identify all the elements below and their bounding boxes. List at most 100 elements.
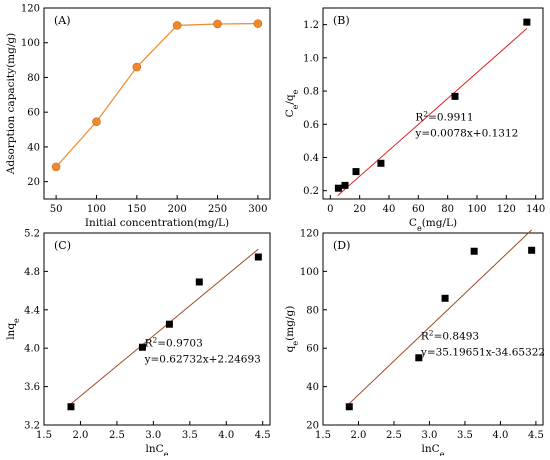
x-tick-label: 4.5 [528, 430, 544, 441]
x-tick-label: 4.0 [492, 430, 508, 441]
x-tick-label: 150 [127, 204, 146, 215]
data-point [334, 184, 342, 192]
x-tick-label: 1.5 [36, 430, 52, 441]
x-tick-label: 2.5 [386, 430, 402, 441]
y-tick-label: 0.2 [303, 186, 319, 197]
x-tick-label: 0 [327, 204, 333, 215]
x-tick-label: 100 [467, 204, 486, 215]
x-tick-label: 100 [87, 204, 106, 215]
x-axis-label: Ce(mg/L) [409, 217, 457, 233]
y-tick-label: 0.6 [303, 120, 319, 131]
x-tick-label: 2.0 [72, 430, 88, 441]
y-tick-label: 3.6 [24, 382, 40, 393]
panel-label: (D) [333, 239, 350, 252]
y-tick-label: 60 [306, 344, 319, 355]
y-tick-label: 3.2 [24, 421, 40, 432]
x-tick-label: 200 [168, 204, 187, 215]
y-tick-label: 100 [300, 267, 319, 278]
x-tick-label: 50 [50, 204, 63, 215]
y-tick-label: 1.2 [303, 20, 319, 31]
fit-equation: y=0.62732x+2.24693 [144, 353, 261, 365]
data-point [51, 162, 61, 172]
data-point [195, 278, 203, 286]
panel-3: 1.5 2.0 2.5 3.0 3.5 4.0 4.5 3.2 3.6 4.0 4.4 4.8 5.2 (… [5, 229, 271, 459]
x-tick-label: 140 [526, 204, 545, 215]
x-tick-label: 60 [412, 204, 425, 215]
panel-label: (A) [54, 14, 71, 27]
x-tick-label: 80 [441, 204, 454, 215]
y-tick-label: 20 [306, 421, 319, 432]
x-tick-label: 4.5 [255, 430, 271, 441]
fit-line [348, 229, 532, 404]
x-axis-label: lnCe [146, 443, 169, 456]
y-tick-label: 80 [306, 305, 319, 316]
data-point [451, 92, 459, 100]
data-point [92, 117, 101, 127]
x-tick-label: 40 [383, 204, 396, 215]
x-tick-label: 20 [353, 204, 366, 215]
y-tick-label: 5.2 [24, 229, 40, 240]
x-tick-label: 4.0 [218, 430, 234, 441]
x-tick-label: 2.0 [351, 430, 367, 441]
y-tick-label: 40 [306, 382, 319, 393]
panel-2: 0 20 40 60 80 100 120 140 0.2 0.4 0.6 0.8 1.0 1.2 (B) C… [284, 7, 545, 233]
data-point [341, 181, 349, 189]
r-squared-annotation: R2=0.9911 [415, 109, 473, 124]
y-tick-label: 4.4 [24, 305, 40, 316]
y-tick-label: 80 [27, 73, 40, 84]
data-point [523, 18, 531, 26]
series-line [55, 23, 258, 168]
data-point [132, 62, 142, 72]
panel-label: (C) [54, 239, 71, 252]
data-point [253, 19, 263, 28]
plot-frame [43, 232, 271, 426]
y-axis-label: qe(mg/g) [284, 306, 300, 353]
x-tick-label: 120 [497, 204, 516, 215]
plot-frame [43, 7, 271, 200]
fit-line [337, 28, 528, 197]
y-tick-label: 4.0 [24, 344, 40, 355]
data-point [165, 320, 173, 328]
y-tick-label: 1.0 [303, 53, 319, 64]
x-tick-label: 3.0 [145, 430, 161, 441]
panel-1: 50 100 150 200 250 300 20 40 60 80 100 120 (A) Initia… [5, 4, 271, 229]
x-tick-label: 300 [248, 204, 267, 215]
data-point [67, 403, 75, 411]
r-squared-annotation: R2=0.8493 [421, 328, 479, 343]
fit-equation: y=35.19651x-34.65322 [420, 347, 545, 359]
data-point [345, 403, 353, 411]
y-tick-label: 60 [27, 108, 40, 119]
y-tick-label: 0.8 [303, 87, 319, 98]
plot-frame [322, 232, 544, 426]
y-tick-label: 120 [300, 229, 319, 240]
data-point [138, 343, 146, 351]
panel-label: (B) [333, 14, 350, 27]
data-point [377, 159, 385, 167]
data-point [441, 294, 449, 302]
data-point [213, 19, 222, 29]
y-tick-label: 0.4 [303, 153, 319, 164]
r-squared-annotation: R2=0.9703 [145, 335, 203, 350]
y-tick-label: 100 [21, 38, 40, 49]
panel-4: 1.5 2.0 2.5 3.0 3.5 4.0 4.5 20 40 60 80 100 120 (D) ln… [284, 229, 545, 459]
data-point [352, 168, 360, 176]
data-point [415, 354, 423, 362]
y-tick-label: 20 [27, 177, 40, 188]
x-tick-label: 3.0 [421, 430, 437, 441]
fit-equation: y=0.0078x+0.1312 [414, 128, 518, 140]
x-tick-label: 3.5 [457, 430, 473, 441]
x-tick-label: 2.5 [109, 430, 125, 441]
y-axis-label: Adsorption capacity(mg/g) [5, 33, 17, 175]
y-tick-label: 40 [27, 142, 40, 153]
x-axis-label: Initial concentration(mg/L) [85, 217, 229, 229]
y-axis-label: lnqe [5, 318, 21, 340]
data-point [528, 246, 536, 254]
x-tick-label: 1.5 [315, 430, 331, 441]
y-tick-label: 120 [21, 4, 40, 15]
plot-frame [322, 7, 544, 200]
fit-line [70, 248, 259, 405]
data-point [254, 253, 262, 261]
x-axis-label: lnCe [422, 443, 445, 456]
